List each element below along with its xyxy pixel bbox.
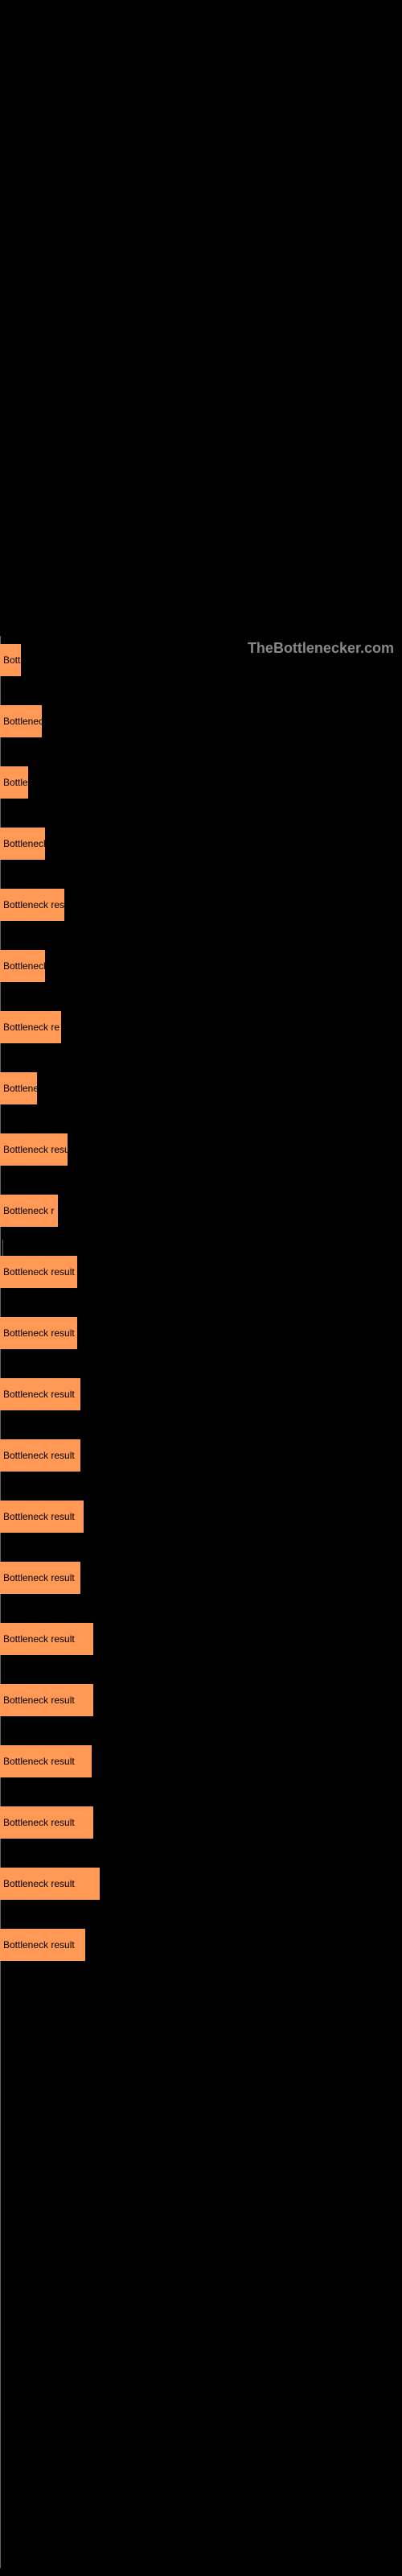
bar-row: Bottlenec (0, 1064, 402, 1119)
chart-bar: Bottl (0, 644, 21, 676)
bar-row: Bottleneck result (0, 1248, 402, 1302)
bar-label: Bottleneck (3, 960, 45, 972)
bar-row: Bottleneck result (0, 1431, 402, 1486)
bar-row: Bottleneck r (0, 1187, 402, 1241)
bar-label: Bottler (3, 777, 28, 788)
bar-label: Bottleneck r (3, 1205, 54, 1216)
chart-bar: Bottleneck result (0, 1256, 77, 1288)
bar-label: Bottleneck result (3, 1266, 75, 1278)
bar-row: Bottleneck res (0, 881, 402, 935)
bars-container: Bottl Bottleneck Bottler Bottleneck Bottlene… (0, 636, 402, 1975)
chart-bar: Bottleneck result (0, 1745, 92, 1777)
bar-row: Bottleneck result (0, 1737, 402, 1792)
chart-bar: Bottleneck result (0, 1317, 77, 1349)
bar-row: Bottleneck result (0, 1615, 402, 1670)
chart-bar: Bottleneck result (0, 1623, 93, 1655)
bar-label: Bottleneck result (3, 1695, 75, 1706)
chart-bar: Bottleneck result (0, 1439, 80, 1472)
bar-label: Bottleneck result (3, 1389, 75, 1400)
bar-label: Bottleneck result (3, 1511, 75, 1522)
bar-row: Bottleneck result (0, 1309, 402, 1364)
bar-row: Bottleneck (0, 697, 402, 752)
chart-bar: Bottleneck result (0, 1868, 100, 1900)
chart-bar: Bottleneck result (0, 1684, 93, 1716)
chart-bar: Bottleneck resu (0, 1133, 68, 1166)
chart-bar: Bottleneck (0, 828, 45, 860)
chart-bar: Bottleneck (0, 705, 42, 737)
bar-row: Bottleneck result (0, 1798, 402, 1853)
bar-row: Bottleneck re (0, 1003, 402, 1058)
chart-bar: Bottleneck r (0, 1195, 58, 1227)
bar-label: Bottleneck result (3, 1939, 75, 1951)
bar-label: Bottleneck result (3, 1817, 75, 1828)
chart-bar: Bottleneck result (0, 1501, 84, 1533)
chart-bar: Bottlenec (0, 1072, 37, 1104)
bar-label: Bottleneck resu (3, 1144, 68, 1155)
bar-label: Bottleneck result (3, 1633, 75, 1645)
chart-bar: Bottleneck re (0, 1011, 61, 1043)
bar-row: Bottleneck result (0, 1492, 402, 1547)
chart-bar: Bottler (0, 766, 28, 799)
bar-label: Bottleneck result (3, 1572, 75, 1583)
bar-label: Bottlenec (3, 1083, 37, 1094)
bar-row: Bottleneck result (0, 1676, 402, 1731)
bar-label: Bottleneck res (3, 899, 64, 910)
bar-row: Bottleneck result (0, 1860, 402, 1914)
bar-chart: Bottl Bottleneck Bottler Bottleneck Bottlene… (0, 636, 402, 1975)
bar-label: Bottl (3, 654, 21, 666)
chart-bar: Bottleneck result (0, 1562, 80, 1594)
chart-bar: Bottleneck result (0, 1929, 85, 1961)
bar-row: Bottleneck resu (0, 1125, 402, 1180)
bar-row: Bottleneck (0, 942, 402, 997)
bar-label: Bottleneck result (3, 1756, 75, 1767)
chart-bar: Bottleneck result (0, 1378, 80, 1410)
bar-label: Bottleneck (3, 716, 42, 727)
bar-row: Bottler (0, 758, 402, 813)
bar-label: Bottleneck result (3, 1450, 75, 1461)
chart-bar: Bottleneck result (0, 1806, 93, 1839)
bar-label: Bottleneck (3, 838, 45, 849)
bar-row: Bottl (0, 636, 402, 691)
bar-row: Bottleneck result (0, 1370, 402, 1425)
bar-label: Bottleneck re (3, 1022, 59, 1033)
bar-label: Bottleneck result (3, 1327, 75, 1339)
bar-row: Bottleneck result (0, 1921, 402, 1975)
bar-row: Bottleneck (0, 819, 402, 874)
chart-bar: Bottleneck (0, 950, 45, 982)
bar-label: Bottleneck result (3, 1878, 75, 1889)
chart-bar: Bottleneck res (0, 889, 64, 921)
bar-row: Bottleneck result (0, 1554, 402, 1608)
